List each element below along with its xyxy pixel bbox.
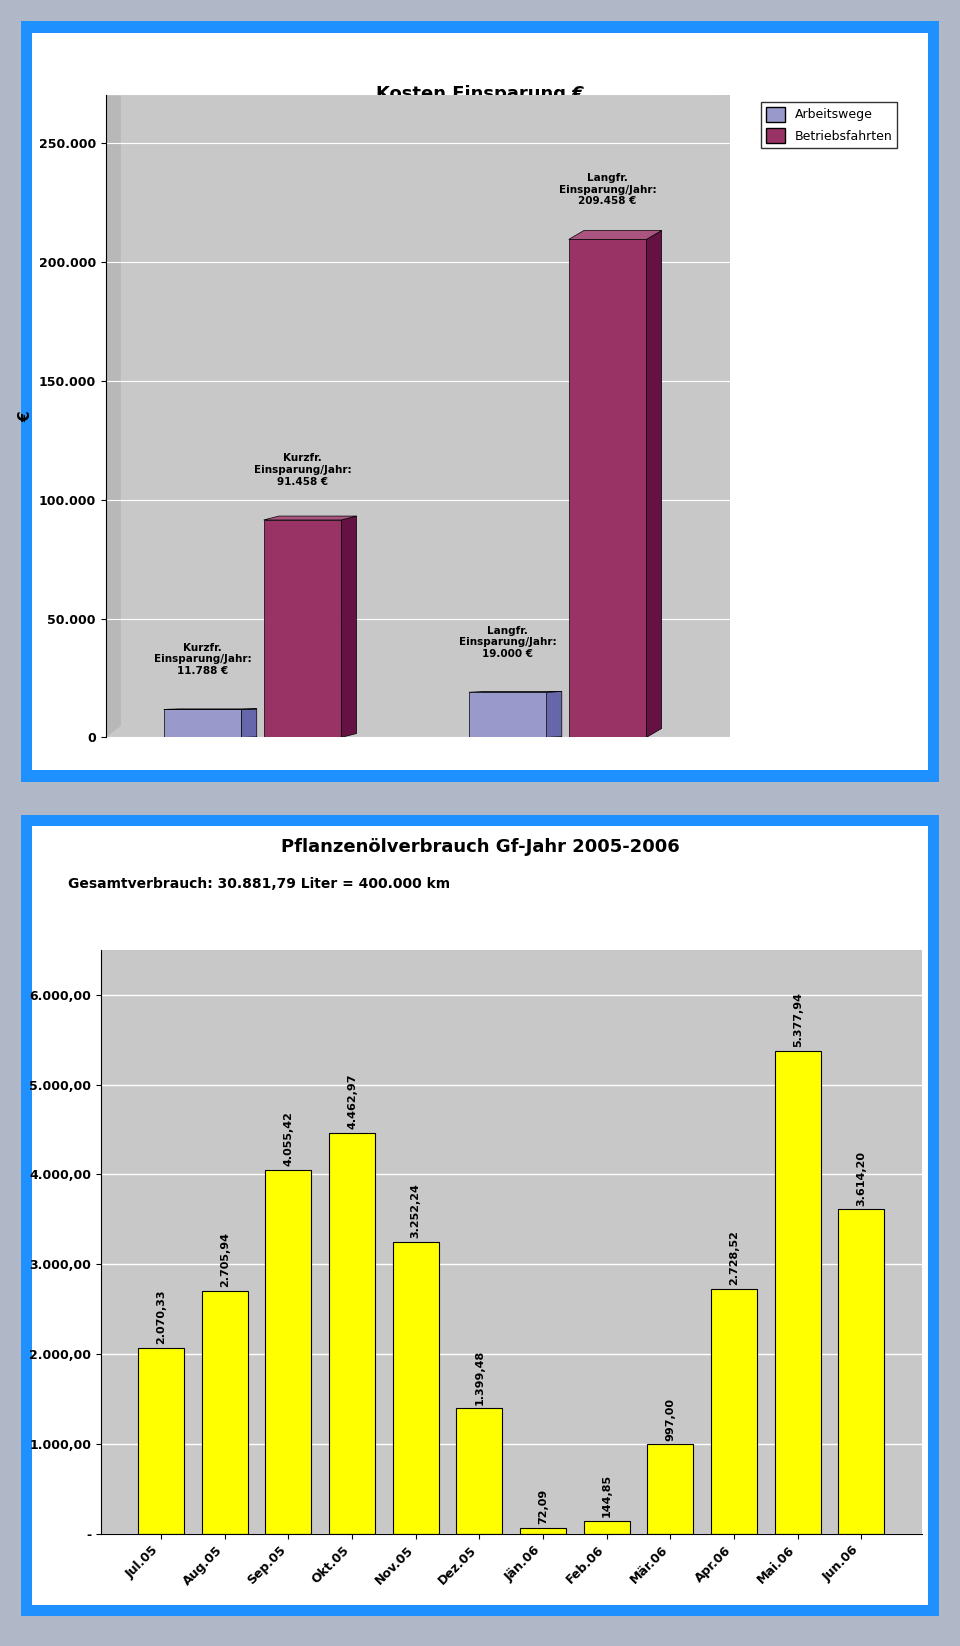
Polygon shape <box>264 517 356 520</box>
Text: Pflanzenölverbrauch Gf-Jahr 2005-2006: Pflanzenölverbrauch Gf-Jahr 2005-2006 <box>280 838 680 856</box>
Text: 2.705,94: 2.705,94 <box>220 1233 229 1287</box>
Polygon shape <box>264 520 342 737</box>
Bar <box>138 1348 184 1534</box>
Polygon shape <box>164 709 242 737</box>
Text: 4.462,97: 4.462,97 <box>347 1073 357 1129</box>
Polygon shape <box>468 693 546 737</box>
Text: Kurzfr.
Einsparung/Jahr:
11.788 €: Kurzfr. Einsparung/Jahr: 11.788 € <box>154 644 252 677</box>
Polygon shape <box>242 709 256 737</box>
Legend: Arbeitswege, Betriebsfahrten: Arbeitswege, Betriebsfahrten <box>761 102 898 148</box>
Bar <box>711 1289 756 1534</box>
Bar <box>202 1290 248 1534</box>
Bar <box>838 1210 884 1534</box>
Polygon shape <box>342 517 356 737</box>
Text: 3.252,24: 3.252,24 <box>411 1183 420 1238</box>
Bar <box>520 1527 566 1534</box>
Polygon shape <box>106 84 731 95</box>
Bar <box>266 1170 311 1534</box>
Polygon shape <box>568 239 646 737</box>
Bar <box>647 1445 693 1534</box>
Text: 5.377,94: 5.377,94 <box>793 993 803 1047</box>
Polygon shape <box>646 230 661 737</box>
Polygon shape <box>568 230 661 239</box>
Text: 2.070,33: 2.070,33 <box>156 1290 166 1345</box>
Text: 3.614,20: 3.614,20 <box>856 1151 866 1205</box>
Text: Gesamtverbrauch: 30.881,79 Liter = 400.000 km: Gesamtverbrauch: 30.881,79 Liter = 400.0… <box>67 877 449 890</box>
Text: Langfr.
Einsparung/Jahr:
19.000 €: Langfr. Einsparung/Jahr: 19.000 € <box>459 625 557 658</box>
Text: Kurzfr.
Einsparung/Jahr:
91.458 €: Kurzfr. Einsparung/Jahr: 91.458 € <box>253 454 351 487</box>
Text: 72,09: 72,09 <box>538 1488 548 1524</box>
Text: 2.728,52: 2.728,52 <box>729 1230 739 1286</box>
Bar <box>584 1521 630 1534</box>
Text: 1.399,48: 1.399,48 <box>474 1350 485 1404</box>
Text: 144,85: 144,85 <box>602 1475 612 1518</box>
Bar <box>775 1050 821 1534</box>
Text: 997,00: 997,00 <box>665 1397 676 1440</box>
Bar <box>329 1132 375 1534</box>
Polygon shape <box>546 691 562 737</box>
Text: Langfr.
Einsparung/Jahr:
209.458 €: Langfr. Einsparung/Jahr: 209.458 € <box>559 173 657 206</box>
Text: Kosten Einsparung €
Mitarbeiter, Unternehmen: Kosten Einsparung € Mitarbeiter, Unterne… <box>348 84 612 127</box>
Bar <box>456 1409 502 1534</box>
Text: 4.055,42: 4.055,42 <box>283 1111 294 1165</box>
Bar <box>393 1241 439 1534</box>
Polygon shape <box>106 84 121 737</box>
Y-axis label: €: € <box>18 412 33 421</box>
